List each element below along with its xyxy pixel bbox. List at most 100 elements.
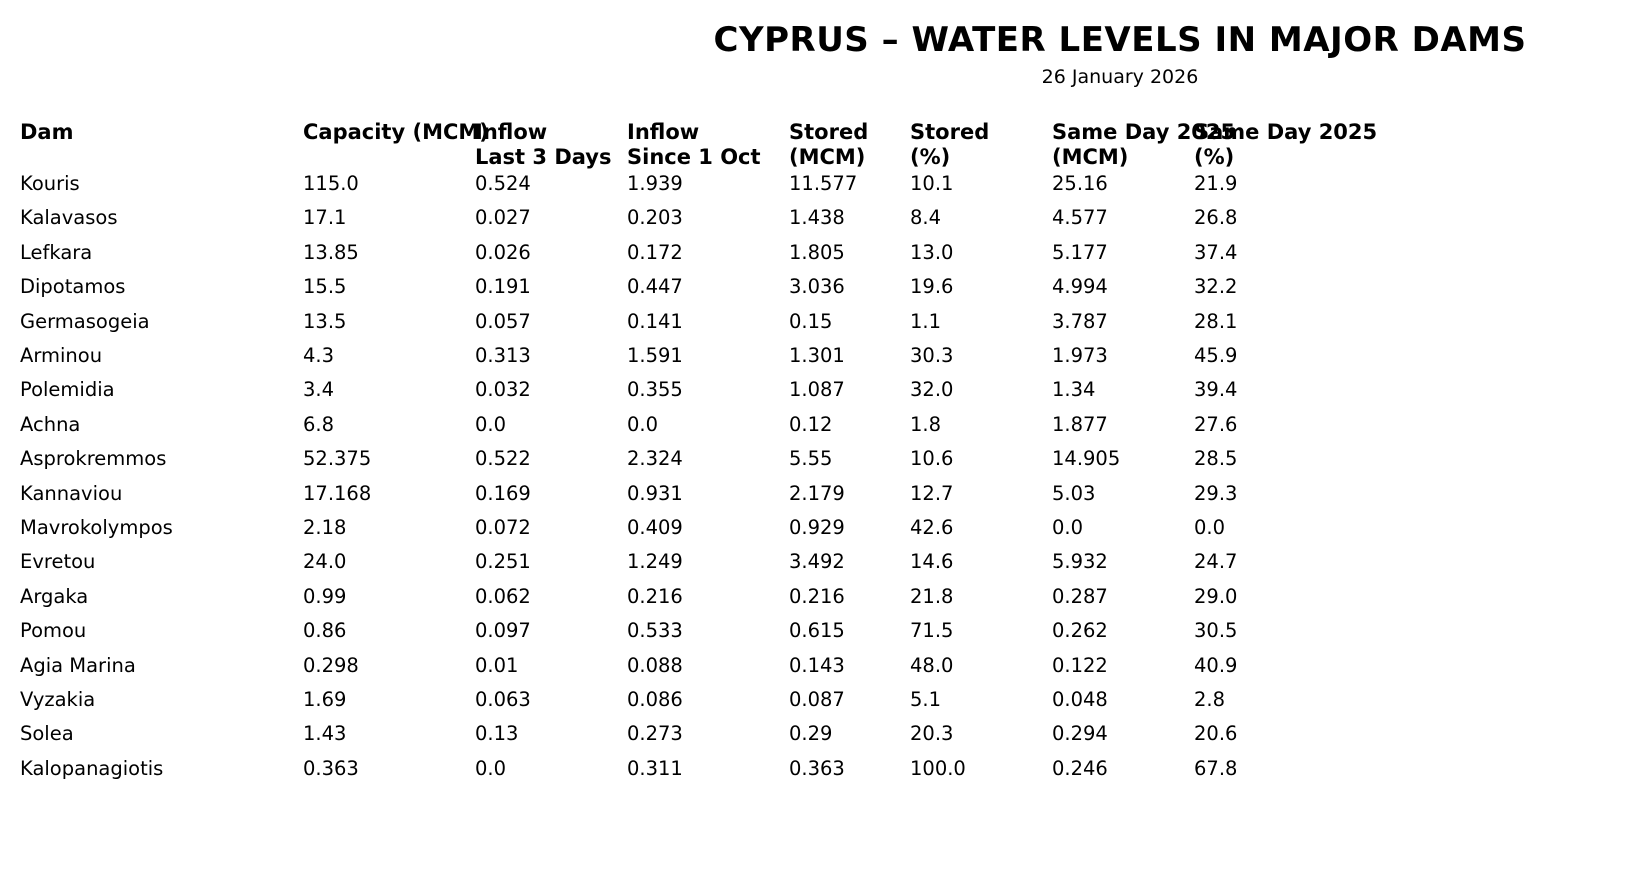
table-cell: 0.294 [1052,722,1108,746]
table-cell: 0.99 [303,584,347,608]
table-cell: 67.8 [1194,756,1238,780]
table-cell: 2.179 [789,481,845,505]
table-cell: 0.191 [475,275,531,299]
table-cell: 0.203 [627,206,683,230]
table-cell: 24.0 [303,550,347,574]
table-cell: 30.3 [910,344,954,367]
table-cell: 0.298 [303,653,359,677]
table-cell: 1.1 [910,309,942,333]
table-cell: 4.577 [1052,206,1108,230]
dam-name-cell: Kouris [20,172,80,195]
table-cell: 1.438 [789,206,845,230]
table-cell: 0.086 [627,688,683,711]
table-cell: 14.905 [1052,447,1121,471]
table-cell: 48.0 [910,653,954,677]
table-cell: 4.3 [303,344,335,367]
table-cell: 17.168 [303,481,372,505]
dam-name-cell: Kalopanagiotis [20,756,164,780]
column-header-line: Dam [20,120,74,144]
column-header: Dam [20,120,73,145]
table-cell: 21.8 [910,584,954,608]
table-cell: 0.143 [789,653,845,677]
table-cell: 0.533 [627,619,683,643]
table-cell: 0.072 [475,516,531,539]
table-cell: 39.4 [1194,378,1238,402]
table-cell: 0.363 [789,756,845,780]
column-header: Same Day 2025 (%) [1194,120,1377,170]
table-cell: 1.087 [789,378,845,402]
table-cell: 5.932 [1052,550,1108,574]
column-header-line: Since 1 Oct [627,145,761,169]
table-cell: 0.363 [303,756,359,780]
table-cell: 0.169 [475,481,531,505]
column-header-line: Same Day 2025 [1052,120,1236,144]
dam-name-cell: Vyzakia [20,688,96,711]
dam-name-cell: Polemidia [20,378,115,402]
table-cell: 15.5 [303,275,347,299]
table-cell: 3.787 [1052,309,1108,333]
table-cell: 0.216 [789,584,845,608]
table-cell: 0.172 [627,240,683,264]
table-cell: 1.249 [627,550,683,574]
table-cell: 29.0 [1194,584,1238,608]
table-cell: 100.0 [910,756,966,780]
column-header-line: Inflow [627,120,700,144]
column-header-line: Stored [910,120,990,144]
table-cell: 0.216 [627,584,683,608]
table-cell: 0.86 [303,619,347,643]
column-header: Same Day 2025 (MCM) [1052,120,1235,170]
column-header-line: Same Day 2025 [1194,120,1378,144]
table-cell: 3.036 [789,275,845,299]
table-cell: 19.6 [910,275,954,299]
table-cell: 0.032 [475,378,531,402]
dam-name-cell: Germasogeia [20,309,150,333]
table-cell: 3.492 [789,550,845,574]
column-header: Stored (%) [910,120,989,170]
table-cell: 1.805 [789,240,845,264]
table-cell: 20.6 [1194,722,1238,746]
table-cell: 17.1 [303,206,347,230]
table-cell: 0.027 [475,206,531,230]
dam-name-cell: Kannaviou [20,481,123,505]
table-cell: 0.15 [789,309,833,333]
column-header-line: Stored [789,120,869,144]
table-cell: 1.8 [910,412,942,436]
table-cell: 5.55 [789,447,833,471]
table-cell: 24.7 [1194,550,1238,574]
table-cell: 0.0 [475,756,507,780]
table-cell: 0.246 [1052,756,1108,780]
column-header: Capacity (MCM) [303,120,489,145]
dam-name-cell: Agia Marina [20,653,136,677]
table-cell: 0.088 [627,653,683,677]
table-cell: 5.177 [1052,240,1108,264]
table-cell: 0.409 [627,516,683,539]
column-header: Stored (MCM) [789,120,868,170]
dam-name-cell: Solea [20,722,74,746]
table-cell: 1.973 [1052,344,1108,367]
column-header: Inflow Since 1 Oct [627,120,761,170]
table-cell: 0.12 [789,412,833,436]
table-cell: 1.69 [303,688,347,711]
table-cell: 0.026 [475,240,531,264]
table-cell: 71.5 [910,619,954,643]
table-cell: 13.5 [303,309,347,333]
table-cell: 25.16 [1052,172,1108,195]
table-cell: 0.273 [627,722,683,746]
column-header-line: (%) [910,145,951,169]
table-cell: 0.087 [789,688,845,711]
dam-name-cell: Lefkara [20,240,93,264]
table-cell: 0.0 [475,412,507,436]
table-cell: 1.301 [789,344,845,367]
column-header: Inflow Last 3 Days [475,120,611,170]
table-cell: 8.4 [910,206,942,230]
table-cell: 13.0 [910,240,954,264]
table-cell: 2.324 [627,447,683,471]
table-cell: 6.8 [303,412,335,436]
table-cell: 0.355 [627,378,683,402]
table-cell: 0.122 [1052,653,1108,677]
table-cell: 14.6 [910,550,954,574]
table-cell: 0.063 [475,688,531,711]
table-cell: 1.591 [627,344,683,367]
table-cell: 0.0 [627,412,659,436]
dam-name-cell: Arminou [20,344,103,367]
